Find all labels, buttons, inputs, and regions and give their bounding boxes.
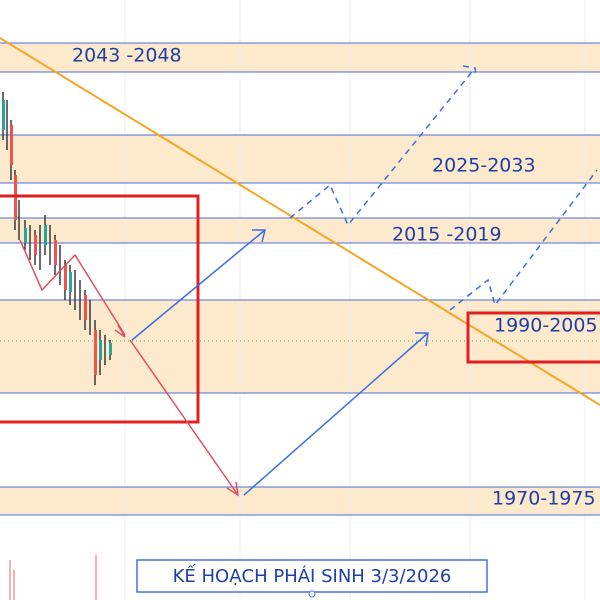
projection-path: [289, 65, 598, 311]
bear-path: [19, 239, 239, 497]
handle: [308, 590, 316, 598]
title: KẾ HOẠCH PHÁI SINH 3/3/2026: [173, 563, 452, 587]
zone-label: 1970-1975: [492, 488, 596, 510]
zone-label: 2025-2033: [432, 155, 536, 177]
zone-label: 2043 -2048: [72, 45, 182, 67]
zone-bands: [0, 43, 600, 515]
zone-label: 2015 -2019: [392, 224, 502, 246]
level-lines: [0, 42, 600, 516]
bull-path: [131, 229, 429, 496]
focus-box: [0, 194, 200, 424]
title-box: [136, 559, 488, 593]
trendline: [0, 37, 600, 406]
target-box: [466, 311, 600, 364]
zone-label: 1990-2005: [494, 315, 598, 337]
